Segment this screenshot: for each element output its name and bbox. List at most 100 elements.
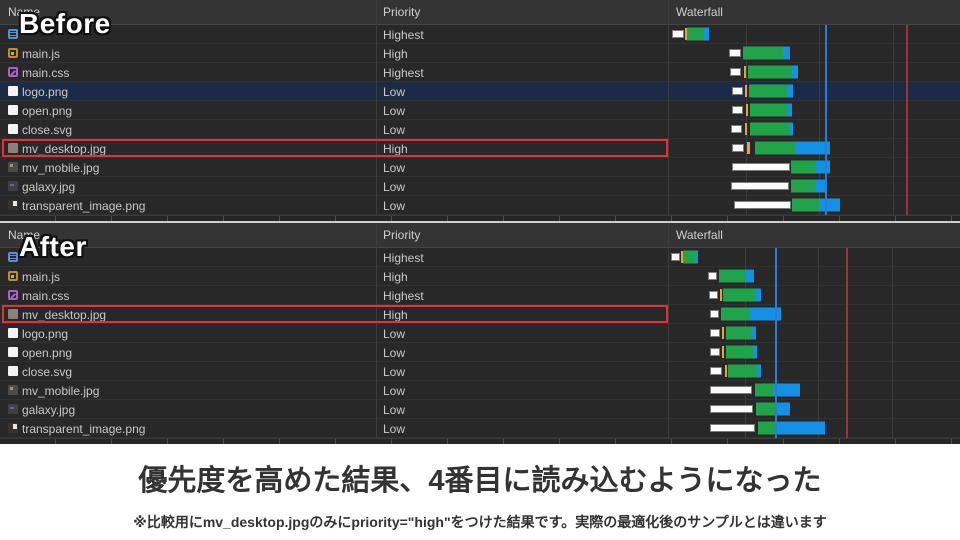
stylesheet-icon — [8, 290, 18, 300]
waterfall-stall-segment — [725, 365, 727, 377]
waterfall-down-segment — [704, 27, 709, 41]
waterfall-down-segment — [756, 288, 761, 302]
image-icon — [8, 105, 18, 115]
request-priority: High — [383, 270, 408, 284]
waterfall-wait-segment — [731, 125, 742, 133]
request-row[interactable]: logo.png Low — [0, 82, 960, 101]
request-name: main.js — [22, 47, 61, 61]
request-row[interactable]: open.png Low — [0, 343, 960, 362]
column-divider[interactable] — [668, 223, 669, 438]
waterfall-recv-segment — [755, 141, 795, 155]
document-icon — [8, 29, 18, 39]
waterfall-wait-segment — [710, 424, 755, 432]
column-divider[interactable] — [668, 0, 669, 215]
request-priority: Highest — [383, 28, 424, 42]
request-row[interactable]: transparent_image.png Low — [0, 196, 960, 215]
waterfall-down-segment — [775, 421, 825, 435]
request-priority: Highest — [383, 66, 424, 80]
request-name: logo.png — [22, 85, 69, 99]
thumb-galaxy-icon — [8, 181, 18, 191]
waterfall-wait-segment — [732, 163, 790, 171]
waterfall-down-segment — [757, 364, 761, 378]
document-icon — [8, 252, 18, 262]
waterfall-recv-segment — [728, 364, 757, 378]
waterfall-wait-segment — [710, 348, 720, 356]
request-row[interactable]: mv_mobile.jpg Low — [0, 158, 960, 177]
table-header: Name Priority Waterfall — [0, 223, 960, 248]
request-row[interactable]: galaxy.jpg Low — [0, 400, 960, 419]
column-divider[interactable] — [376, 223, 377, 438]
image-icon — [8, 347, 18, 357]
waterfall-down-segment — [746, 269, 754, 283]
request-row[interactable]: galaxy.jpg Low — [0, 177, 960, 196]
waterfall-recv-segment — [750, 122, 789, 136]
waterfall-recv-segment — [791, 179, 816, 193]
request-name: close.svg — [22, 123, 73, 137]
waterfall-recv-segment — [748, 65, 792, 79]
request-row[interactable]: main.css Highest — [0, 63, 960, 82]
column-header-name[interactable]: Name — [8, 5, 41, 19]
request-priority: High — [383, 308, 408, 322]
request-row[interactable]: Highest — [0, 25, 960, 44]
request-row[interactable]: close.svg Low — [0, 362, 960, 381]
waterfall-stall-segment — [744, 66, 746, 78]
column-divider[interactable] — [376, 0, 377, 215]
waterfall-down-segment — [816, 179, 827, 193]
waterfall-stall-segment — [685, 28, 687, 40]
column-header-name[interactable]: Name — [8, 228, 41, 242]
waterfall-wait-segment — [710, 405, 753, 413]
request-priority: Low — [383, 403, 406, 417]
script-icon — [8, 48, 18, 58]
request-row[interactable]: mv_desktop.jpg High — [0, 139, 960, 158]
request-name: galaxy.jpg — [22, 180, 76, 194]
image-icon — [8, 328, 18, 338]
before-label: Before — [19, 8, 111, 39]
request-row[interactable]: logo.png Low — [0, 324, 960, 343]
stylesheet-icon — [8, 67, 18, 77]
waterfall-wait-segment — [731, 182, 789, 190]
request-priority: Highest — [383, 251, 424, 265]
waterfall-wait-segment — [709, 291, 718, 299]
column-header-waterfall[interactable]: Waterfall — [676, 5, 723, 19]
waterfall-wait-segment — [710, 386, 752, 394]
thumb-transparent-icon — [8, 423, 18, 433]
column-header-priority[interactable]: Priority — [383, 5, 421, 19]
request-name: mv_desktop.jpg — [22, 308, 107, 322]
request-name: transparent_image.png — [22, 422, 146, 436]
request-priority: Low — [383, 346, 406, 360]
waterfall-down-segment — [775, 402, 790, 416]
waterfall-recv-segment — [758, 421, 775, 435]
waterfall-recv-segment — [749, 84, 787, 98]
waterfall-stall-segment — [745, 85, 747, 97]
request-name: mv_desktop.jpg — [22, 142, 107, 156]
request-row[interactable]: main.css Highest — [0, 286, 960, 305]
waterfall-down-segment — [816, 160, 830, 174]
column-header-waterfall[interactable]: Waterfall — [676, 228, 723, 242]
request-row[interactable]: mv_mobile.jpg Low — [0, 381, 960, 400]
waterfall-stall-segment — [745, 123, 747, 135]
caption-area: 優先度を高めた結果、4番目に読み込むようになった ※比較用にmv_desktop… — [0, 444, 960, 540]
request-priority: Low — [383, 365, 406, 379]
waterfall-recv-segment — [755, 383, 773, 397]
request-row[interactable]: Highest — [0, 248, 960, 267]
waterfall-recv-segment — [723, 288, 756, 302]
waterfall-wait-segment — [732, 87, 743, 95]
caption-title: 優先度を高めた結果、4番目に読み込むようになった — [138, 465, 822, 497]
request-name: open.png — [22, 104, 73, 118]
request-row[interactable]: transparent_image.png Low — [0, 419, 960, 438]
image-icon — [8, 124, 18, 134]
request-row[interactable]: main.js High — [0, 44, 960, 63]
column-header-priority[interactable]: Priority — [383, 228, 421, 242]
request-name: logo.png — [22, 327, 69, 341]
waterfall-down-segment — [773, 383, 800, 397]
request-row[interactable]: open.png Low — [0, 101, 960, 120]
waterfall-wait-segment — [732, 144, 744, 152]
request-row[interactable]: close.svg Low — [0, 120, 960, 139]
waterfall-recv-segment — [791, 160, 816, 174]
request-row[interactable]: mv_desktop.jpg High — [0, 305, 960, 324]
request-row[interactable]: main.js High — [0, 267, 960, 286]
waterfall-recv-segment — [719, 269, 746, 283]
thumb-galaxy-icon — [8, 404, 18, 414]
thumb-mobile-icon — [8, 162, 18, 172]
waterfall-down-segment — [795, 141, 830, 155]
